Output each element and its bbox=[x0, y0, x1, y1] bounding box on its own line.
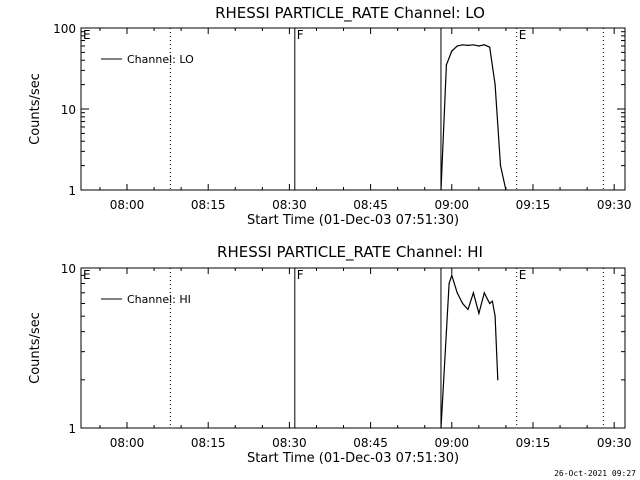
x-tick-label: 09:30 bbox=[597, 198, 632, 212]
data-point bbox=[456, 292, 458, 294]
y-axis-label: Counts/sec bbox=[28, 312, 43, 384]
data-point bbox=[505, 189, 507, 191]
data-point bbox=[497, 379, 499, 381]
x-tick-label: 09:30 bbox=[597, 436, 632, 450]
data-point bbox=[472, 44, 474, 46]
data-point bbox=[472, 292, 474, 294]
data-point bbox=[494, 84, 496, 86]
x-tick-label: 08:45 bbox=[353, 436, 388, 450]
event-marker-label: E bbox=[83, 28, 91, 42]
y-tick-label: 100 bbox=[53, 22, 76, 36]
x-tick-label: 08:30 bbox=[272, 198, 307, 212]
data-point bbox=[494, 315, 496, 317]
x-tick-label: 08:00 bbox=[110, 436, 145, 450]
data-point bbox=[483, 292, 485, 294]
data-point bbox=[478, 45, 480, 47]
x-tick-label: 08:00 bbox=[110, 198, 145, 212]
legend-label: Channel: LO bbox=[127, 53, 194, 66]
x-tick-label: 08:15 bbox=[191, 436, 226, 450]
y-tick-label: 1 bbox=[68, 422, 76, 436]
series-line bbox=[440, 44, 507, 191]
series-line bbox=[440, 273, 499, 429]
data-point bbox=[448, 282, 450, 285]
y-tick-label: 10 bbox=[61, 262, 76, 276]
plot-frame bbox=[80, 267, 626, 429]
x-tick-label: 08:30 bbox=[272, 436, 307, 450]
data-point bbox=[445, 331, 447, 333]
x-tick-label: 09:15 bbox=[516, 436, 551, 450]
data-point bbox=[462, 302, 464, 305]
data-point bbox=[462, 44, 464, 46]
event-marker-label: E bbox=[83, 268, 91, 282]
data-point bbox=[467, 44, 469, 47]
y-tick-label: 10 bbox=[61, 103, 76, 117]
x-tick-label: 09:15 bbox=[516, 198, 551, 212]
event-marker-label: E bbox=[519, 268, 527, 282]
data-point bbox=[489, 46, 491, 48]
data-point bbox=[499, 165, 502, 167]
x-axis-label: Start Time (01-Dec-03 07:51:30) bbox=[247, 213, 459, 228]
x-axis-label: Start Time (01-Dec-03 07:51:30) bbox=[247, 451, 459, 466]
event-marker-label: F bbox=[297, 268, 304, 282]
data-point bbox=[491, 300, 493, 302]
data-point bbox=[467, 308, 469, 311]
event-marker-label: E bbox=[519, 28, 527, 42]
data-point bbox=[440, 189, 442, 191]
chart-title: RHESSI PARTICLE_RATE Channel: HI bbox=[217, 243, 483, 262]
y-axis-label: Counts/sec bbox=[28, 73, 43, 145]
data-point bbox=[451, 274, 453, 276]
data-point bbox=[456, 45, 458, 47]
x-tick-label: 09:00 bbox=[434, 198, 469, 212]
y-tick-label: 1 bbox=[68, 184, 76, 198]
footer-timestamp: 26-Oct-2021 09:27 bbox=[554, 469, 636, 478]
data-point bbox=[440, 427, 442, 429]
chart-title: RHESSI PARTICLE_RATE Channel: LO bbox=[215, 4, 485, 23]
legend-label: Channel: HI bbox=[127, 293, 191, 306]
event-marker-label: F bbox=[297, 28, 304, 42]
data-point bbox=[483, 44, 485, 46]
data-point bbox=[489, 302, 491, 305]
data-point bbox=[478, 312, 480, 314]
x-tick-label: 08:45 bbox=[353, 198, 388, 212]
data-point bbox=[451, 50, 453, 52]
x-tick-label: 08:15 bbox=[191, 198, 226, 212]
x-tick-label: 09:00 bbox=[434, 436, 469, 450]
data-point bbox=[445, 64, 447, 66]
